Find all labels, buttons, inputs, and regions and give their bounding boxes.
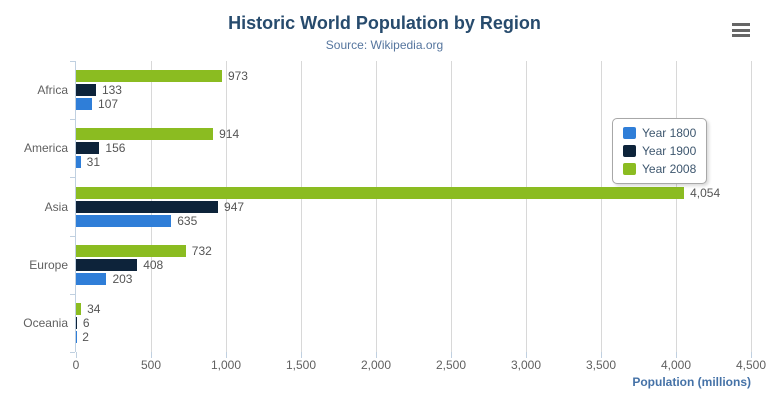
bar-oceania-year-2008[interactable] [76,302,82,315]
category-axis-tick [70,119,75,121]
x-axis-label: 2,000 [360,358,392,372]
x-axis-tick [676,352,677,358]
category-label: Oceania [23,315,68,330]
gridline [451,61,452,352]
bar-value-label: 156 [105,141,126,156]
bar-value-label: 635 [177,213,198,228]
x-axis-tick [226,352,227,358]
gridline [526,61,527,352]
legend-swatch-icon [623,163,636,175]
bar-asia-year-1800[interactable] [76,214,172,227]
category-axis-tick [70,177,75,179]
plot-area: 0 500 1,000 1,500 2,000 2,500 3,000 3,500 4,000 4… [23,61,766,372]
bar-asia-year-1900[interactable] [76,200,219,213]
bar-europe-year-1900[interactable] [76,258,138,271]
chart-subtitle: Source: Wikipedia.org [325,38,444,52]
bar-value-label: 2 [82,329,89,344]
legend-label: Year 1900 [642,144,697,158]
legend-label: Year 2008 [642,162,697,176]
hamburger-bar [732,34,750,37]
gridline [676,61,677,352]
bar-value-label: 6 [82,315,90,330]
x-axis-tick [751,352,752,358]
category-axis-tick [70,61,75,62]
bar-value-label: 4,054 [690,185,721,200]
x-axis-label: 1,000 [210,358,242,372]
x-axis-label: 0 [72,358,80,372]
chart-title: Historic World Population by Region [228,13,541,33]
legend-swatch-icon [623,127,636,139]
bar-america-year-1800[interactable] [76,156,81,169]
bar-europe-year-1800[interactable] [76,272,107,285]
bar-africa-year-2008[interactable] [76,70,222,83]
category-label: Europe [29,257,68,272]
category-axis-line [75,61,76,352]
bar-oceania-year-1900[interactable] [76,316,77,329]
x-axis-label: 3,500 [585,358,617,372]
x-axis-label: 2,500 [435,358,467,372]
category-label: America [23,141,68,156]
x-axis-tick [301,352,302,358]
hamburger-bar [732,23,750,26]
bar-africa-year-1800[interactable] [76,98,93,111]
gridline [301,61,302,352]
bar-value-label: 408 [143,257,164,272]
legend-item-year-1800[interactable]: Year 1800 [623,125,696,141]
bar-value-label: 203 [112,271,133,286]
x-axis-tick [451,352,452,358]
x-axis-title: Population (millions) [632,375,751,389]
bar-value-label: 107 [98,97,119,112]
x-axis-tick [526,352,527,358]
legend-swatch-icon [623,145,636,157]
category-axis-tick [70,352,75,353]
x-axis-label: 4,000 [660,358,692,372]
gridline [226,61,227,352]
x-axis-tick [76,352,77,358]
bar-value-label: 947 [224,199,245,214]
bar-europe-year-2008[interactable] [76,244,186,257]
hamburger-bar [732,28,750,32]
legend-item-year-2008[interactable]: Year 2008 [623,161,696,177]
category-label: Asia [44,199,68,214]
x-axis-label: 3,000 [510,358,542,372]
x-axis-label: 500 [140,358,162,372]
bar-america-year-1900[interactable] [76,142,100,155]
category-label: Africa [37,83,68,98]
x-axis-label: 4,500 [735,358,767,372]
category-axis-tick [70,293,75,295]
bar-value-label: 914 [219,127,240,142]
gridline [601,61,602,352]
x-axis-tick [601,352,602,358]
bar-america-year-2008[interactable] [76,128,214,141]
bar-value-label: 973 [227,69,248,84]
gridline [751,61,752,352]
bar-asia-year-2008[interactable] [76,186,685,199]
bar-value-label: 732 [191,243,212,258]
legend-label: Year 1800 [642,126,697,140]
bar-value-label: 31 [86,155,100,170]
hamburger-icon[interactable] [732,23,750,37]
bar-value-label: 34 [87,301,101,316]
bar-africa-year-1900[interactable] [76,84,96,97]
legend: Year 1800 Year 1900 Year 2008 [612,118,708,184]
x-axis-label: 1,500 [285,358,317,372]
gridline [376,61,377,352]
legend-item-year-1900[interactable]: Year 1900 [623,143,696,159]
category-axis-tick [70,235,75,237]
x-axis-tick [151,352,152,358]
x-axis-tick [376,352,377,358]
bar-value-label: 133 [101,83,122,98]
